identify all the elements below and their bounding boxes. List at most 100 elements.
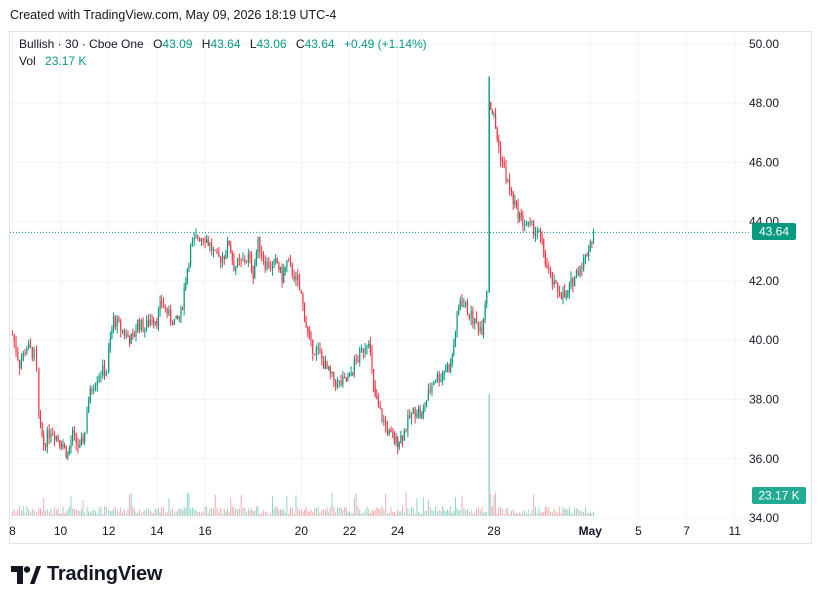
volume-bar [540,512,542,516]
volume-bar [91,511,93,516]
candle-body [405,429,407,431]
volume-bar [304,509,306,516]
volume-spike-bar [488,394,490,516]
volume-bar [419,513,421,516]
candle-body [353,359,355,374]
symbol-label[interactable]: Bullish · 30 · Cboe One [19,37,144,51]
volume-bar [29,512,31,516]
candle-body [103,365,106,376]
volume-bar [468,512,470,516]
candle-body [374,386,376,396]
candle-body [157,309,160,326]
volume-bar [403,512,405,516]
volume-bar [175,512,177,516]
volume-bar [451,513,453,516]
candle-body [94,385,97,390]
candle-body [543,239,545,255]
candle-body [236,259,239,267]
volume-bar [586,513,588,516]
volume-bar [50,508,52,516]
volume-bar [592,511,594,516]
candle-body [80,437,83,445]
volume-bar [560,513,562,516]
volume-bar [43,497,45,516]
candle-body [207,239,209,246]
volume-bar [409,513,411,516]
candle-body [11,334,14,336]
candle-body [340,380,342,385]
candle-body [291,264,293,276]
volume-bar [524,510,526,516]
tradingview-logo[interactable]: TradingView [11,563,162,586]
candle-body [312,339,314,354]
volume-bar [405,492,407,516]
volume-bar [41,511,43,516]
volume-bar [476,509,478,516]
candle-body [527,221,529,225]
volume-bar [67,509,69,516]
volume-bar [13,509,15,516]
volume-bar [186,492,188,516]
candle-body [189,244,192,265]
volume-bar [211,507,213,516]
volume-bar [270,512,272,516]
chart-frame[interactable] [9,31,812,544]
volume-bar [154,508,156,516]
volume-bar [371,510,373,516]
candle-body [329,366,331,374]
volume-bar [546,506,548,516]
candle-body [164,306,166,308]
volume-bar [188,493,190,516]
volume-bar [180,508,182,516]
volume-bar [574,507,576,516]
time-axis: 8 10 12 14 16 20 22 24 28 May 5 7 11 [9,524,741,538]
volume-bar [345,507,347,516]
time-tick-label: 12 [102,524,116,538]
volume-bar [228,512,230,516]
volume-bar [388,513,390,516]
legend-row-volume: Vol 23.17 K [19,53,427,70]
volume-bar [300,509,302,516]
volume-bar [31,508,33,516]
volume-bar [422,497,424,516]
candle-body [364,348,366,353]
candle-body [43,435,45,446]
candle-body [326,361,328,369]
close-label: C [295,37,305,51]
candle-body [123,330,125,336]
volume-bar [342,509,344,516]
candle-body [422,408,424,415]
candle-body [371,352,373,370]
price-tick-label: 34.00 [749,511,779,525]
volume-bar [82,499,84,516]
volume-bar [293,513,295,516]
candle-body [549,270,552,273]
candle-body [515,201,518,203]
candle-body [459,300,461,309]
candle-body [65,446,67,458]
candle-body [448,364,450,372]
candle-body [60,444,62,448]
candle-body [297,275,299,281]
candle-body [440,379,442,382]
time-tick-label: 24 [391,524,405,538]
volume-bar [483,512,485,516]
volume-bar [333,506,335,516]
candle-body [275,259,277,261]
candle-body [221,256,224,263]
candle-body [546,264,548,269]
volume-bar [195,510,197,516]
candle-body [424,407,426,409]
candle-body [50,433,52,438]
time-tick-label: 5 [635,524,642,538]
candle-body [22,352,24,361]
candle-body [463,305,465,307]
candle-body [359,349,361,362]
volume-bar [407,508,409,516]
volume-bar [500,507,502,516]
volume-bar [509,513,511,516]
volume-bar [377,508,379,516]
volume-bar [242,507,244,516]
time-tick-label: 14 [150,524,164,538]
